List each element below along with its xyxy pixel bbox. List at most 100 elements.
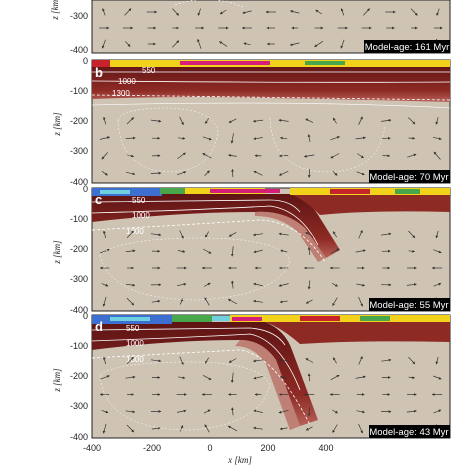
velocity-arrow [279, 249, 288, 253]
velocity-arrow [340, 8, 345, 16]
velocity-arrow [231, 407, 234, 416]
velocity-arrow [253, 170, 263, 176]
panel-c-crust-magenta [210, 189, 280, 193]
panel-b-velocity-arrows [99, 116, 442, 178]
velocity-arrow [228, 118, 237, 123]
velocity-arrow [125, 41, 131, 47]
panel-d-ylabel: z [km] [52, 368, 62, 393]
velocity-arrow [202, 136, 212, 141]
panel-c-isotherm-label-1000: 1000 [132, 211, 150, 220]
velocity-arrow [125, 136, 136, 140]
velocity-arrow [278, 170, 289, 176]
velocity-arrow [125, 249, 136, 253]
panel-b-isotherm-label-1000: 1000 [118, 77, 136, 86]
velocity-arrow [278, 283, 289, 287]
velocity-arrow [279, 300, 288, 304]
x-tick-label: -400 [83, 443, 101, 453]
velocity-arrow [381, 358, 392, 362]
velocity-arrow [253, 426, 263, 430]
panel-d-ytick-3: -200 [70, 371, 88, 381]
velocity-arrow [126, 117, 135, 125]
panel-c-ytick-1: 0 [83, 184, 88, 194]
panel-c-isotherm-550 [91, 199, 301, 213]
velocity-arrow [219, 9, 227, 15]
velocity-arrow [243, 42, 251, 46]
velocity-arrow [358, 229, 363, 239]
velocity-arrow [356, 171, 365, 176]
velocity-arrow [172, 40, 180, 48]
velocity-arrow [204, 297, 210, 306]
panel-b-cell-outline-1 [117, 107, 219, 173]
velocity-arrow [332, 357, 337, 364]
velocity-arrow [253, 249, 263, 254]
velocity-arrow [253, 409, 263, 413]
velocity-arrow [197, 8, 201, 16]
x-tick-label: 400 [318, 443, 333, 453]
panel-b-isotherm-label-550: 550 [142, 66, 156, 75]
velocity-arrow [340, 39, 345, 49]
velocity-arrow [176, 409, 187, 413]
velocity-arrow [406, 283, 417, 286]
panel-d-ytick-5: -400 [70, 432, 88, 442]
panel-d-isotherm-label-1300: 1300 [126, 355, 144, 364]
velocity-arrow [230, 133, 234, 144]
panel-c-letter: c [95, 192, 102, 207]
panel-c-age-label: Model-age: 55 Myr [369, 300, 448, 311]
panel-d-crust-green-right [360, 316, 390, 321]
velocity-arrow [179, 356, 184, 365]
velocity-arrow [179, 425, 184, 432]
velocity-arrow [253, 282, 263, 287]
panel-b-age-label: Model-age: 70 Myr [369, 172, 448, 183]
velocity-arrow [101, 283, 109, 287]
velocity-arrow [179, 116, 184, 126]
velocity-arrow [305, 118, 314, 123]
panel-d-ytick-2: -100 [70, 341, 88, 351]
velocity-arrow [228, 154, 237, 157]
velocity-arrow [179, 230, 184, 239]
panel-d-crust-cyan-2 [212, 316, 230, 321]
velocity-arrow [358, 116, 363, 125]
x-axis-label: x [km] [227, 455, 252, 465]
velocity-arrow [126, 230, 134, 239]
panel-c: 550 1000 1300 c 0 -100 -200 -300 -400 z … [52, 184, 451, 315]
velocity-arrow [315, 9, 322, 15]
velocity-arrow [230, 372, 234, 383]
panel-b-ylabel: z [km] [52, 112, 62, 137]
velocity-arrow [435, 230, 439, 239]
velocity-arrow [125, 283, 136, 287]
panel-b-ytick-2: -100 [70, 86, 88, 96]
velocity-arrow [103, 230, 107, 238]
panel-b-lithosphere [92, 64, 450, 102]
velocity-arrow [355, 249, 366, 253]
panel-d-age-label: Model-age: 43 Myr [369, 427, 448, 438]
x-tick-label: 0 [207, 443, 212, 453]
velocity-arrow [278, 119, 289, 122]
velocity-arrow [332, 424, 338, 433]
panel-b-isotherm-label-1300: 1300 [112, 89, 130, 98]
panel-b-crust-green [305, 61, 345, 65]
velocity-arrow [204, 170, 210, 176]
panel-c-ytick-4: -300 [70, 274, 88, 284]
panel-a-convection-cell [174, 0, 246, 9]
velocity-arrow [178, 376, 186, 380]
panel-b-ytick-3: -200 [70, 116, 88, 126]
panel-c-isotherm-1000 [91, 205, 319, 246]
velocity-arrow [252, 359, 264, 363]
velocity-arrow [178, 137, 186, 140]
velocity-arrow [203, 409, 211, 414]
panel-a-ytick-1: -300 [70, 11, 88, 21]
velocity-arrow [330, 248, 340, 254]
panel-c-cell-outline [99, 237, 291, 301]
velocity-arrow [406, 409, 417, 413]
velocity-arrow [330, 153, 340, 159]
panel-d-isotherm-1300 [91, 349, 311, 426]
panel-a-age-label: Model-age: 161 Myr [365, 42, 449, 53]
panel-d-isotherm-label-550: 550 [126, 324, 140, 333]
panel-d-lithosphere [92, 322, 318, 426]
panel-d-ytick-1: 0 [83, 311, 88, 321]
velocity-arrow [101, 409, 109, 414]
panel-d-ytick-4: -300 [70, 401, 88, 411]
panel-d-overriding-plate [265, 322, 450, 344]
velocity-arrow [433, 249, 442, 254]
